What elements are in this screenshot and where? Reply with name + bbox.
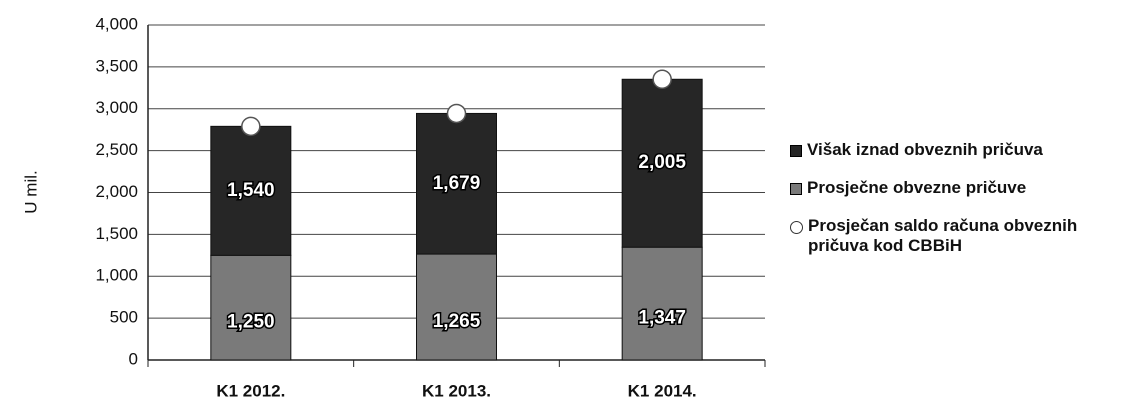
y-tick-label: 3,500 <box>95 56 138 75</box>
legend-label: Prosječan saldo računa obveznih pričuva … <box>808 216 1078 255</box>
marker <box>446 103 467 124</box>
y-tick-label: 2,500 <box>95 140 138 159</box>
y-tick-label: 0 <box>129 349 138 368</box>
x-tick-label: K1 2014. <box>628 381 697 400</box>
legend-item: Prosječne obvezne pričuve <box>790 178 1130 198</box>
y-tick-label: 4,000 <box>95 14 138 33</box>
marker <box>241 116 261 137</box>
value-label: 1,265 <box>433 311 481 332</box>
legend-swatch <box>790 183 802 195</box>
value-label: 1,679 <box>433 173 481 194</box>
bar-segment <box>210 254 292 361</box>
legend-swatch <box>790 145 802 157</box>
legend-label: Višak iznad obveznih pričuva <box>807 140 1043 159</box>
value-label: 2,005 <box>638 152 686 173</box>
y-axis-label: U mil. <box>21 170 40 213</box>
legend-item: Višak iznad obveznih pričuva <box>790 140 1130 160</box>
y-tick-label: 1,500 <box>95 224 138 243</box>
bar-segment <box>621 246 703 361</box>
bar-segment <box>416 112 497 255</box>
legend-label: Prosječne obvezne pričuve <box>807 178 1027 197</box>
bar-segment <box>416 253 497 361</box>
legend-item: Prosječan saldo računa obveznih pričuva … <box>790 216 1130 256</box>
value-label: 1,250 <box>227 312 275 333</box>
x-tick-label: K1 2013. <box>422 381 491 400</box>
bar-segment <box>621 78 703 248</box>
y-tick-label: 1,000 <box>95 266 138 285</box>
legend-swatch <box>790 221 803 234</box>
marker <box>652 69 672 90</box>
y-tick-label: 2,000 <box>95 182 138 201</box>
y-tick-label: 3,000 <box>95 98 138 117</box>
legend: Višak iznad obveznih pričuva Prosječne ob… <box>790 140 1130 274</box>
x-tick-label: K1 2012. <box>216 381 285 400</box>
value-label: 1,540 <box>227 180 275 201</box>
y-tick-label: 500 <box>110 308 138 327</box>
value-label: 1,347 <box>638 308 686 329</box>
